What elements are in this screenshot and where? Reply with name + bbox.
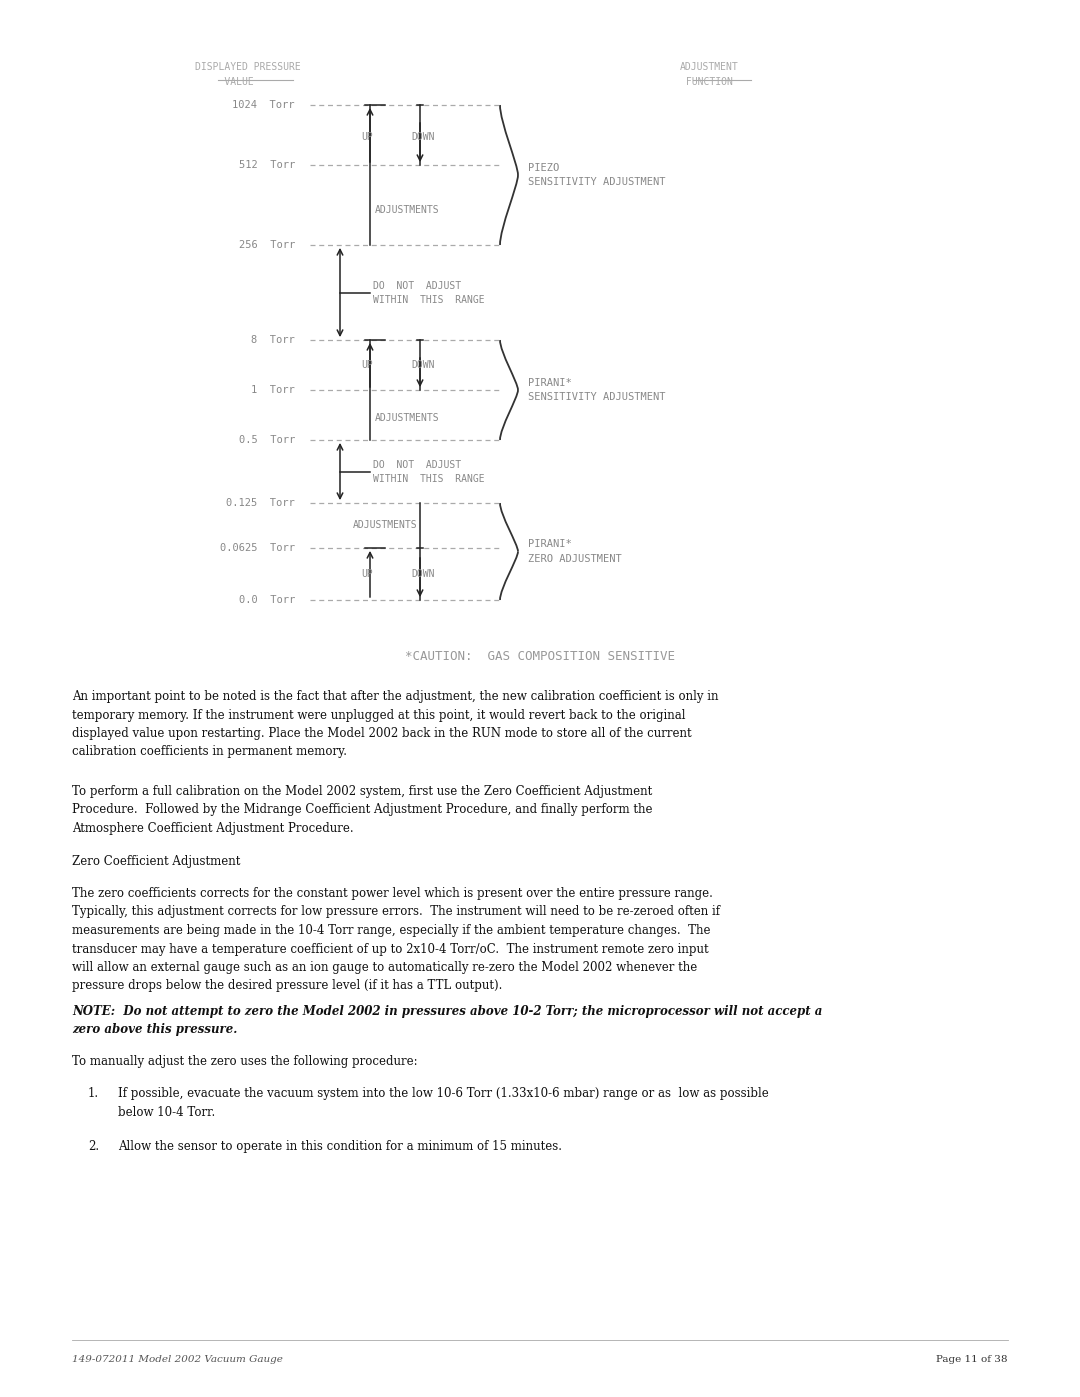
Text: PIRANI*
SENSITIVITY ADJUSTMENT: PIRANI* SENSITIVITY ADJUSTMENT [528,377,665,402]
Text: DISPLAYED PRESSURE
     VALUE: DISPLAYED PRESSURE VALUE [195,61,300,87]
Text: 0.0625  Torr: 0.0625 Torr [220,543,295,553]
Text: If possible, evacuate the vacuum system into the low 10-6 Torr (1.33x10-6 mbar) : If possible, evacuate the vacuum system … [118,1087,769,1119]
Text: 0.0  Torr: 0.0 Torr [239,595,295,605]
Text: UP: UP [361,360,373,370]
Text: ADJUSTMENT
 FUNCTION: ADJUSTMENT FUNCTION [680,61,739,87]
Text: NOTE:  Do not attempt to zero the Model 2002 in pressures above 10-2 Torr; the m: NOTE: Do not attempt to zero the Model 2… [72,1004,822,1037]
Text: PIEZO
SENSITIVITY ADJUSTMENT: PIEZO SENSITIVITY ADJUSTMENT [528,162,665,187]
Text: ADJUSTMENTS: ADJUSTMENTS [375,414,440,423]
Text: DOWN: DOWN [411,569,435,578]
Text: Allow the sensor to operate in this condition for a minimum of 15 minutes.: Allow the sensor to operate in this cond… [118,1140,562,1153]
Text: Zero Coefficient Adjustment: Zero Coefficient Adjustment [72,855,241,868]
Text: To perform a full calibration on the Model 2002 system, first use the Zero Coeff: To perform a full calibration on the Mod… [72,785,652,835]
Text: ADJUSTMENTS: ADJUSTMENTS [353,520,418,529]
Text: An important point to be noted is the fact that after the adjustment, the new ca: An important point to be noted is the fa… [72,690,718,759]
Text: DOWN: DOWN [411,131,435,142]
Text: DOWN: DOWN [411,360,435,370]
Text: 8  Torr: 8 Torr [252,335,295,345]
Text: 149-072011 Model 2002 Vacuum Gauge: 149-072011 Model 2002 Vacuum Gauge [72,1355,283,1363]
Text: 256  Torr: 256 Torr [239,240,295,250]
Text: *CAUTION:  GAS COMPOSITION SENSITIVE: *CAUTION: GAS COMPOSITION SENSITIVE [405,650,675,664]
Text: 1024  Torr: 1024 Torr [232,101,295,110]
Text: PIRANI*
ZERO ADJUSTMENT: PIRANI* ZERO ADJUSTMENT [528,539,622,564]
Text: 0.125  Torr: 0.125 Torr [226,497,295,509]
Text: To manually adjust the zero uses the following procedure:: To manually adjust the zero uses the fol… [72,1055,418,1067]
Text: DO  NOT  ADJUST
WITHIN  THIS  RANGE: DO NOT ADJUST WITHIN THIS RANGE [373,281,485,306]
Text: 1  Torr: 1 Torr [252,386,295,395]
Text: 1.: 1. [87,1087,99,1099]
Text: 2.: 2. [87,1140,99,1153]
Text: 0.5  Torr: 0.5 Torr [239,434,295,446]
Text: UP: UP [361,131,373,142]
Text: Page 11 of 38: Page 11 of 38 [936,1355,1008,1363]
Text: DO  NOT  ADJUST
WITHIN  THIS  RANGE: DO NOT ADJUST WITHIN THIS RANGE [373,460,485,485]
Text: ADJUSTMENTS: ADJUSTMENTS [375,205,440,215]
Text: The zero coefficients corrects for the constant power level which is present ove: The zero coefficients corrects for the c… [72,887,720,992]
Text: 512  Torr: 512 Torr [239,161,295,170]
Text: UP: UP [361,569,373,578]
